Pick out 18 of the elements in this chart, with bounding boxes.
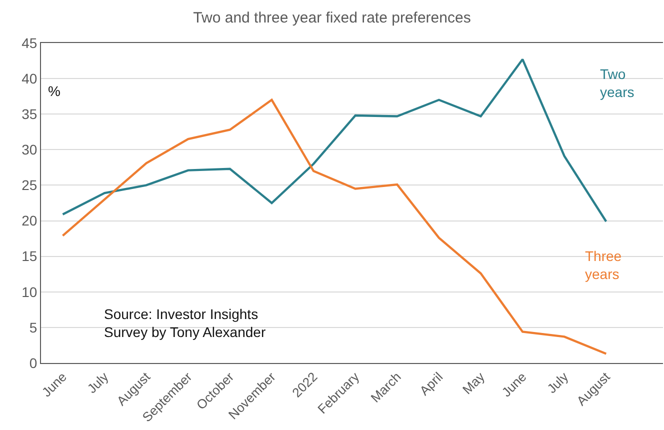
annotation: Source: Investor Insights Survey by Tony Alexander — [104, 306, 266, 340]
text: Two years — [600, 66, 634, 100]
y-tick-label: 45 — [22, 34, 38, 51]
x-tick-label: July — [544, 368, 572, 396]
y-tick-label: 35 — [22, 106, 38, 122]
y-tick-label: 10 — [22, 284, 38, 300]
y-tick-label: 20 — [22, 212, 38, 229]
y-tick-label: 5 — [29, 319, 38, 336]
y-axis-title: % — [48, 83, 60, 99]
y-tick-label: 40 — [22, 70, 38, 86]
y-tick-label: 15 — [22, 248, 38, 264]
y-tick-label: 30 — [22, 142, 38, 158]
chart-title: Two and three year fixed rate preferences — [193, 9, 471, 26]
x-tick-label: May — [459, 368, 488, 398]
y-tick-label: 25 — [22, 177, 38, 194]
x-tick-label: July — [84, 368, 112, 396]
y-tick-label: 0 — [29, 354, 38, 371]
text: Three years — [585, 248, 622, 282]
